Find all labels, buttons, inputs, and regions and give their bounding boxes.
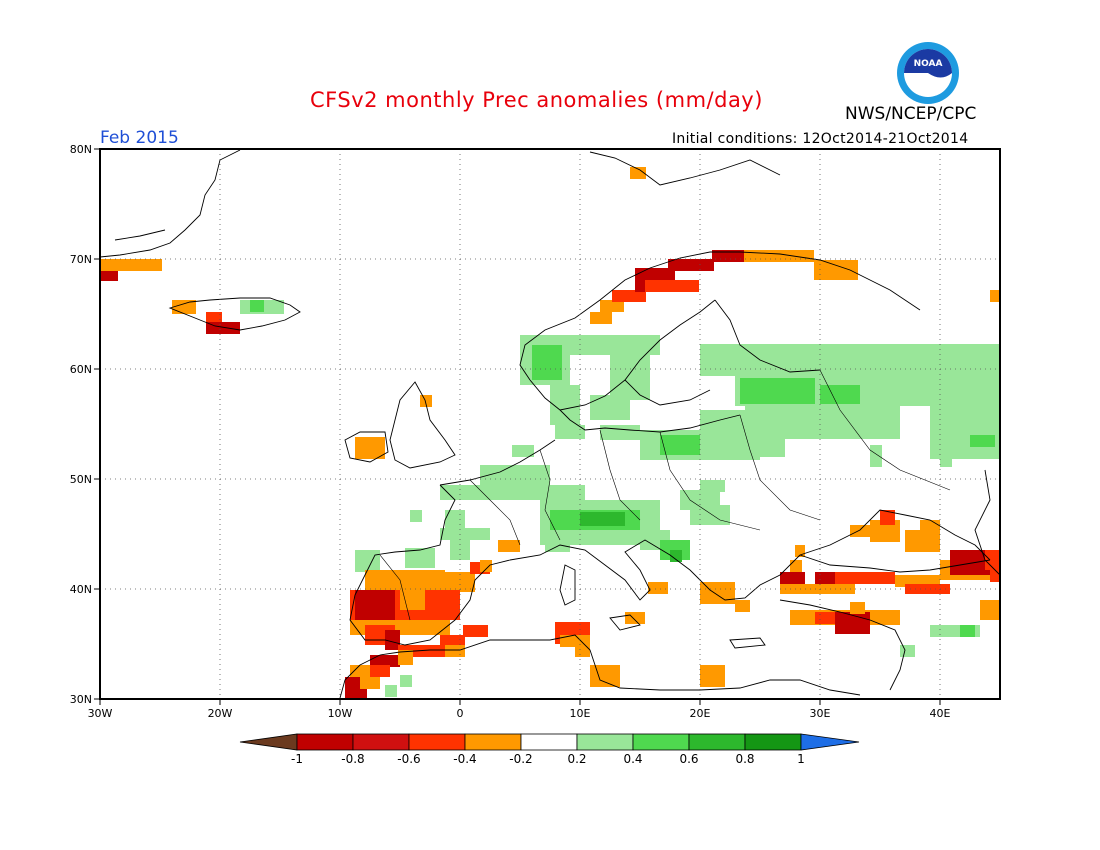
colorbar-label: 0.4 <box>623 752 642 766</box>
colorbar-bin <box>744 733 802 751</box>
lon-label: 0 <box>457 707 464 720</box>
colorbar-bin <box>576 733 634 751</box>
lat-label: 60N <box>70 363 92 376</box>
noaa-logo-text: NOAA <box>914 59 943 69</box>
colorbar-label: -0.4 <box>453 752 476 766</box>
latitude-axis: 30N 40N 50N 60N 70N 80N <box>70 143 100 706</box>
colorbar-bin <box>632 733 690 751</box>
lon-label: 30E <box>810 707 831 720</box>
lon-label: 10W <box>328 707 353 720</box>
lon-label: 30W <box>88 707 113 720</box>
colorbar: -1 -0.8 -0.6 -0.4 -0.2 0.2 0.4 0.6 0.8 1 <box>239 733 860 766</box>
colorbar-label: 1 <box>797 752 805 766</box>
colorbar-bin <box>352 733 410 751</box>
lon-label: 20E <box>690 707 711 720</box>
colorbar-label: -0.6 <box>397 752 420 766</box>
map-frame <box>99 148 1001 700</box>
colorbar-bin <box>688 733 746 751</box>
colorbar-label: 0.8 <box>735 752 754 766</box>
lon-label: 10E <box>570 707 591 720</box>
lat-label: 50N <box>70 473 92 486</box>
anomaly-shading <box>100 167 1000 699</box>
colorbar-over-arrow <box>800 733 860 751</box>
noaa-logo-icon: NOAA <box>897 42 959 104</box>
map-title: CFSv2 monthly Prec anomalies (mm/day) <box>310 88 763 112</box>
lon-label: 40E <box>930 707 951 720</box>
lon-label: 20W <box>208 707 233 720</box>
map-gridlines <box>100 149 1000 699</box>
lat-label: 80N <box>70 143 92 156</box>
colorbar-bin <box>296 733 354 751</box>
longitude-axis: 30W 20W 10W 0 10E 20E 30E 40E <box>88 699 951 720</box>
colorbar-label: -0.2 <box>509 752 532 766</box>
initial-conditions-label: Initial conditions: 12Oct2014-21Oct2014 <box>672 131 969 147</box>
valid-month-label: Feb 2015 <box>100 128 179 148</box>
colorbar-bin <box>408 733 466 751</box>
colorbar-label: 0.2 <box>567 752 586 766</box>
coastlines <box>99 149 1001 699</box>
colorbar-under-arrow <box>239 733 298 751</box>
colorbar-bin <box>464 733 522 751</box>
agency-label: NWS/NCEP/CPC <box>845 104 977 124</box>
colorbar-label: -0.8 <box>341 752 364 766</box>
colorbar-label: 0.6 <box>679 752 698 766</box>
colorbar-bin <box>520 733 578 751</box>
lat-label: 40N <box>70 583 92 596</box>
lat-label: 30N <box>70 693 92 706</box>
lat-label: 70N <box>70 253 92 266</box>
colorbar-label: -1 <box>291 752 303 766</box>
